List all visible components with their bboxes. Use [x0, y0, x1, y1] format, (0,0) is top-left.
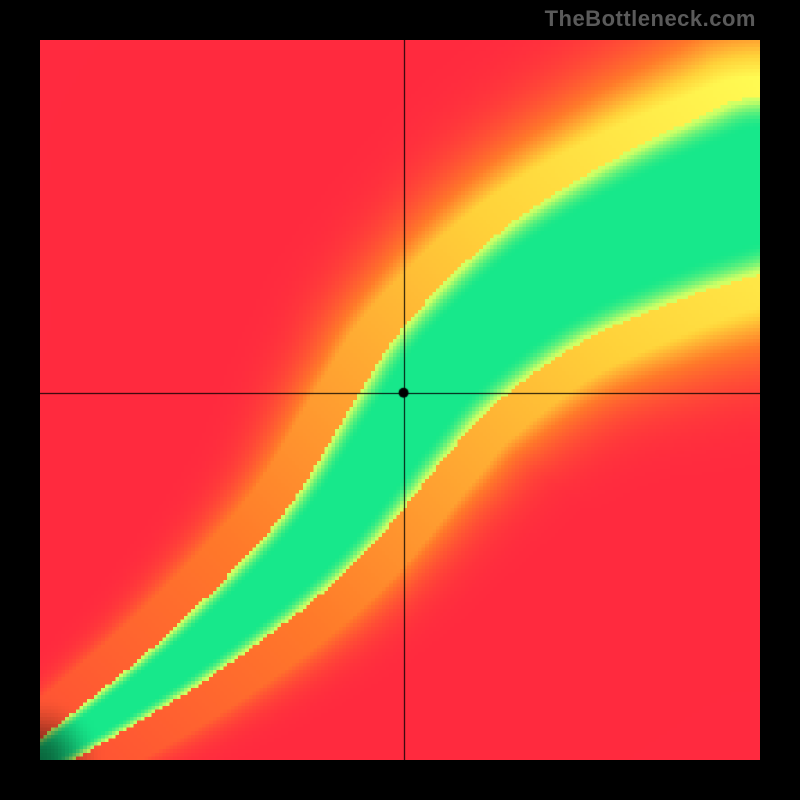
- overlay-canvas: [40, 40, 760, 760]
- watermark-label: TheBottleneck.com: [545, 6, 756, 32]
- plot-area: [40, 40, 760, 760]
- chart-container: TheBottleneck.com: [0, 0, 800, 800]
